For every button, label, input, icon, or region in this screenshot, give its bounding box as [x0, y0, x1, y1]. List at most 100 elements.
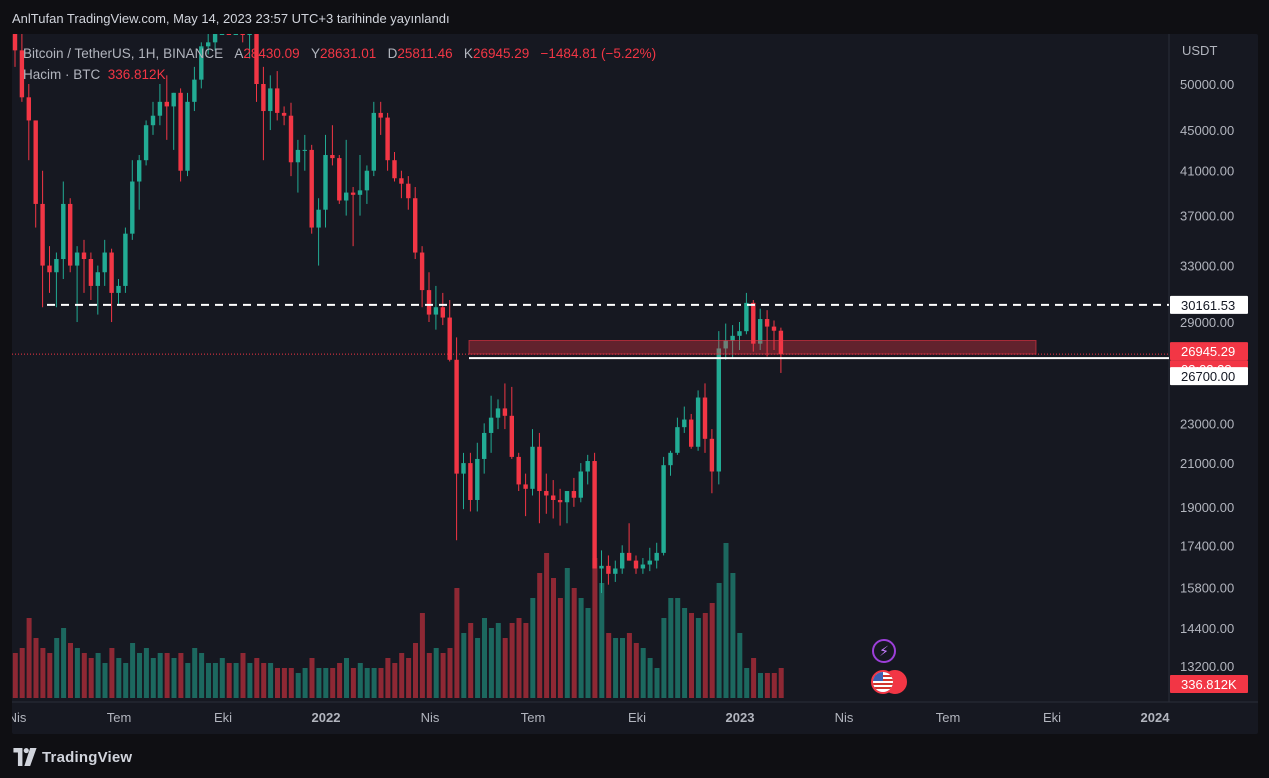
volume-bar	[185, 663, 191, 698]
candle-body	[585, 461, 590, 472]
y-tick-label: 13200.00	[1180, 659, 1234, 674]
candle-body	[626, 552, 632, 561]
candle-body	[12, 34, 18, 51]
volume-bar	[599, 583, 605, 698]
volume-bar	[268, 663, 274, 698]
candle-body	[764, 319, 770, 327]
volume-bar	[578, 598, 584, 698]
candle-body	[88, 259, 94, 286]
volume-bar	[461, 633, 467, 698]
volume-bar	[433, 648, 439, 698]
volume-bar	[544, 553, 550, 698]
volume-label[interactable]: Hacim · BTC	[23, 67, 101, 82]
high-label: Y	[310, 46, 320, 61]
y-tick-label: 50000.00	[1180, 77, 1234, 92]
volume-bar	[682, 608, 688, 698]
candle-body	[385, 117, 390, 161]
volume-bar	[613, 638, 619, 698]
change-value: −1484.81 (−5.22%)	[540, 46, 657, 61]
volume-value: 336.812K	[107, 67, 166, 82]
tradingview-brand[interactable]: TradingView	[42, 748, 133, 766]
volume-bar	[254, 658, 260, 698]
y-tick-label: 37000.00	[1180, 209, 1234, 224]
flash-icon[interactable]: ⚡	[872, 639, 896, 663]
volume-bar	[74, 648, 80, 698]
y-tick-label: 14400.00	[1180, 621, 1234, 636]
volume-bar	[702, 613, 708, 698]
candle-body	[247, 34, 252, 35]
volume-bar	[261, 663, 267, 698]
candle-body	[413, 198, 418, 253]
volume-bar	[689, 613, 694, 698]
candle-body	[571, 491, 577, 498]
candle-body	[447, 317, 452, 360]
chart-frame[interactable]	[12, 34, 1258, 734]
volume-bar	[212, 663, 218, 698]
volume-bar	[344, 658, 349, 698]
us-flag-icon[interactable]	[871, 670, 895, 694]
volume-bar	[206, 663, 211, 698]
volume-bar	[302, 668, 308, 698]
candle-body	[661, 465, 666, 553]
y-tick-label: 41000.00	[1180, 164, 1234, 179]
volume-bar	[88, 658, 94, 698]
volume-bar	[323, 668, 329, 698]
candle-body	[530, 446, 535, 489]
candle-body	[709, 438, 715, 472]
candle-body	[281, 112, 287, 116]
volume-bar	[123, 663, 129, 698]
y-tick-label: 15800.00	[1180, 580, 1234, 595]
volume-bar	[247, 663, 253, 698]
candle-body	[620, 552, 625, 569]
volume-bar	[164, 653, 170, 698]
symbol-title[interactable]: Bitcoin / TetherUS, 1H, BINANCE	[23, 46, 224, 61]
volume-bar	[571, 588, 577, 698]
y-tick-label: 21000.00	[1180, 456, 1234, 471]
y-tick-label: 23000.00	[1180, 416, 1234, 431]
candle-body	[102, 252, 107, 273]
x-tick-label: 2023	[726, 710, 755, 725]
candle-body	[564, 491, 570, 503]
candle-body	[275, 88, 280, 113]
candle-body	[185, 101, 190, 171]
volume-bar	[668, 598, 674, 698]
candle-body	[81, 252, 87, 260]
candle-body	[68, 203, 73, 266]
ohlc-legend: Bitcoin / TetherUS, 1H, BINANCE A28430.0…	[23, 46, 656, 61]
dashed-level-label-bg	[1170, 295, 1248, 314]
volume-bar	[150, 658, 156, 698]
candle-body	[599, 565, 604, 569]
volume-bar	[482, 618, 487, 698]
volume-bar	[61, 628, 67, 698]
volume-bar	[309, 658, 315, 698]
x-tick-label: Tem	[107, 710, 132, 725]
volume-bar	[758, 673, 763, 698]
tradingview-logo-icon[interactable]	[12, 748, 38, 766]
candle-body	[226, 34, 232, 35]
candle-body	[758, 319, 763, 344]
volume-bar	[488, 628, 494, 698]
candle-body	[723, 340, 728, 349]
volume-bar	[26, 618, 32, 698]
candle-body	[578, 471, 583, 498]
candle-body	[123, 233, 128, 286]
volume-bar	[537, 573, 543, 698]
candle-body	[668, 452, 673, 466]
candle-body	[47, 265, 52, 273]
candle-body	[61, 203, 66, 260]
candle-body	[261, 84, 266, 112]
candle-body	[199, 46, 204, 80]
candle-body	[633, 560, 639, 569]
candle-body	[730, 335, 735, 341]
price-chart[interactable]: USDT 50000.00 45000.00 41000.00 37000.00 3300…	[12, 34, 1258, 734]
currency-label: USDT	[1182, 43, 1217, 58]
volume-bar	[509, 623, 515, 698]
candle-body	[523, 484, 528, 489]
volume-bar	[275, 668, 280, 698]
candle-body	[778, 330, 784, 355]
candle-body	[212, 34, 218, 43]
x-tick-label: Eki	[628, 710, 646, 725]
candle-body	[544, 491, 549, 496]
candle-body	[40, 203, 45, 266]
volume-bar	[130, 643, 136, 698]
